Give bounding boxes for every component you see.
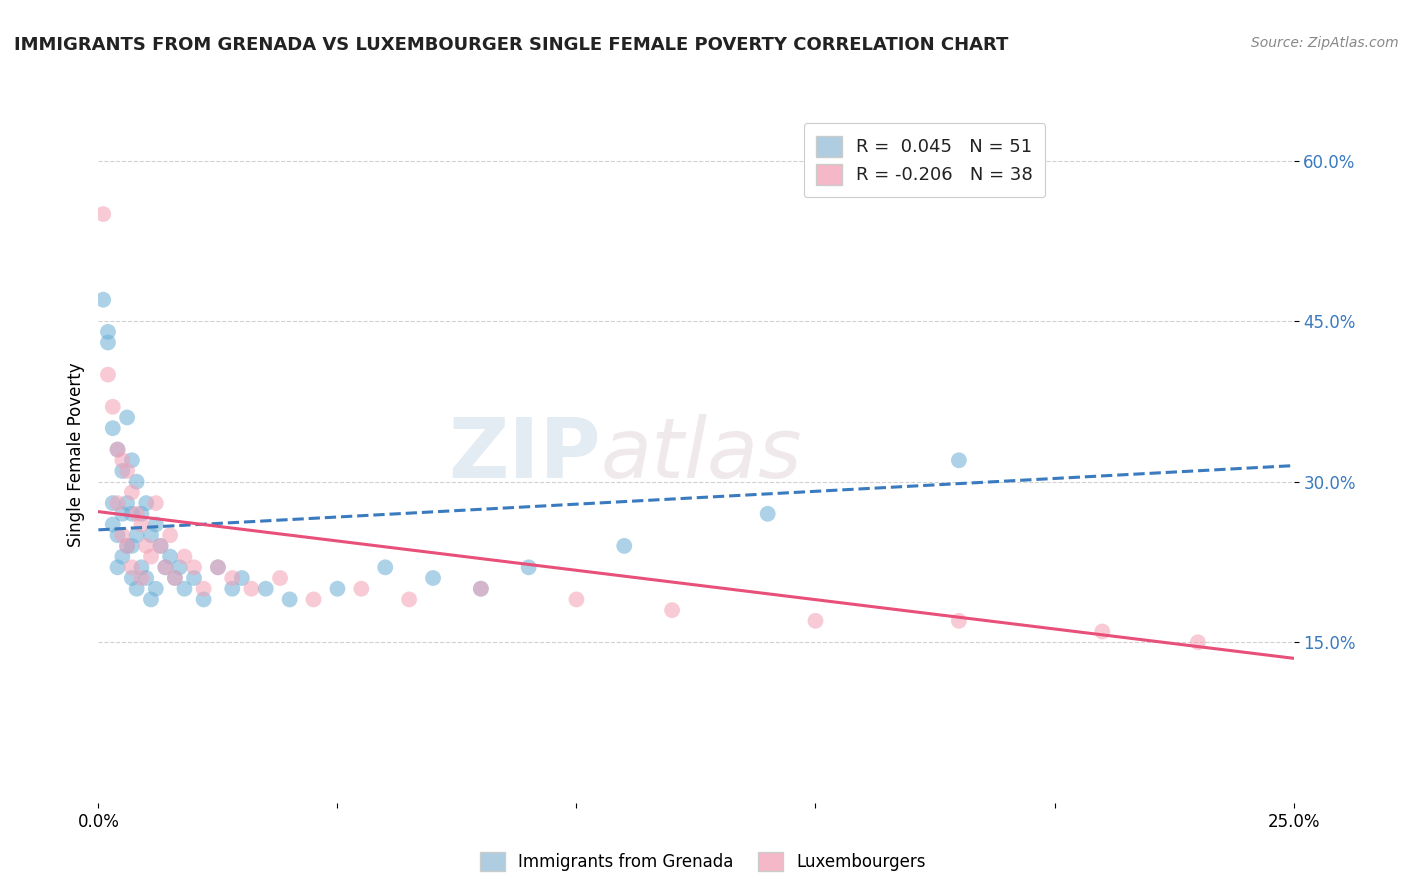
Point [159,549,181,564]
Point [101,517,124,532]
Point [163,571,186,585]
Point [101,400,124,414]
Point [115,410,138,425]
Point [135,571,157,585]
Point [107,528,129,542]
Point [121,485,143,500]
Legend: R =  0.045   N = 51, R = -0.206   N = 38: R = 0.045 N = 51, R = -0.206 N = 38 [804,123,1046,197]
Point [948,614,970,628]
Point [155,560,177,574]
Point [111,464,134,478]
Point [756,507,779,521]
Point [207,560,229,574]
Point [111,528,134,542]
Point [107,442,129,457]
Point [111,507,134,521]
Point [1091,624,1114,639]
Point [97,368,120,382]
Point [398,592,420,607]
Point [661,603,683,617]
Point [135,496,157,510]
Text: ZIP: ZIP [449,415,600,495]
Point [149,539,172,553]
Point [101,496,124,510]
Point [193,592,215,607]
Point [121,507,143,521]
Point [221,571,243,585]
Point [173,549,195,564]
Point [183,571,205,585]
Point [517,560,540,574]
Point [125,528,148,542]
Point [135,539,157,553]
Y-axis label: Single Female Poverty: Single Female Poverty [66,363,84,547]
Point [111,549,134,564]
Point [254,582,277,596]
Point [121,453,143,467]
Point [163,571,186,585]
Point [115,539,138,553]
Point [374,560,396,574]
Point [121,539,143,553]
Point [131,517,153,532]
Point [422,571,444,585]
Point [193,582,215,596]
Point [470,582,492,596]
Point [613,539,636,553]
Point [149,539,172,553]
Point [145,582,167,596]
Point [131,571,153,585]
Point [101,421,124,435]
Point [350,582,373,596]
Point [278,592,301,607]
Point [173,582,195,596]
Point [115,496,138,510]
Point [240,582,263,596]
Point [302,592,325,607]
Point [125,507,148,521]
Point [115,464,138,478]
Point [139,528,162,542]
Point [139,549,162,564]
Point [97,325,120,339]
Point [155,560,177,574]
Point [169,560,191,574]
Text: Source: ZipAtlas.com: Source: ZipAtlas.com [1251,36,1399,50]
Point [145,517,167,532]
Point [470,582,492,596]
Point [145,496,167,510]
Point [125,582,148,596]
Point [107,442,129,457]
Point [804,614,827,628]
Point [139,592,162,607]
Point [159,528,181,542]
Text: atlas: atlas [600,415,801,495]
Point [115,539,138,553]
Point [107,560,129,574]
Point [269,571,291,585]
Point [131,507,153,521]
Point [121,571,143,585]
Point [121,560,143,574]
Point [91,207,114,221]
Point [131,560,153,574]
Point [231,571,253,585]
Point [326,582,349,596]
Point [111,453,134,467]
Point [183,560,205,574]
Legend: Immigrants from Grenada, Luxembourgers: Immigrants from Grenada, Luxembourgers [471,843,935,880]
Point [97,335,120,350]
Point [207,560,229,574]
Point [125,475,148,489]
Point [221,582,243,596]
Point [107,496,129,510]
Point [565,592,588,607]
Point [948,453,970,467]
Text: IMMIGRANTS FROM GRENADA VS LUXEMBOURGER SINGLE FEMALE POVERTY CORRELATION CHART: IMMIGRANTS FROM GRENADA VS LUXEMBOURGER … [14,36,1008,54]
Point [91,293,114,307]
Point [1187,635,1209,649]
